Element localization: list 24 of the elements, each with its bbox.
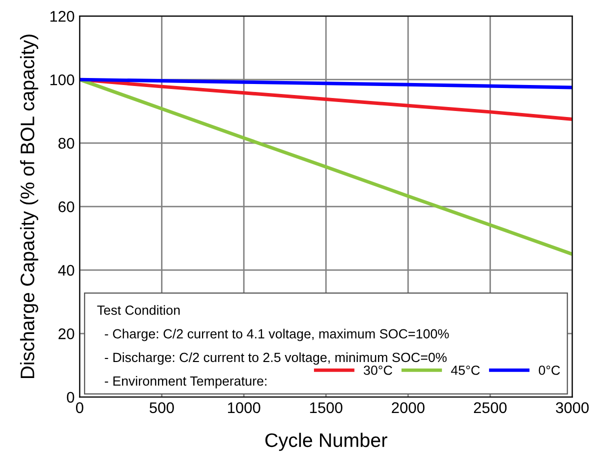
y-tick-label: 80 <box>58 138 74 149</box>
x-tick-label: 0 <box>76 402 84 414</box>
legend-label: 0°C <box>538 366 560 375</box>
legend-label: 45°C <box>451 366 480 375</box>
x-tick-label: 2000 <box>392 402 424 414</box>
legend-label: 30°C <box>364 366 392 375</box>
line-series <box>80 78 572 90</box>
x-axis-title: Cycle Number <box>265 432 388 451</box>
x-tick-label: 1000 <box>228 402 260 414</box>
annotation: - Charge: C/2 current to 4.1 voltage, maximum SOC=100% <box>104 328 449 342</box>
x-tick-label: 500 <box>150 402 174 414</box>
annotation: - Environment Temperature: <box>104 376 266 388</box>
x-tick-label: 2500 <box>474 402 507 414</box>
y-axis-title: Discharge Capacity (% of BOL capacity) <box>20 34 38 378</box>
annotation: - Discharge: C/2 current to 2.5 voltage, minimum SOC=0% <box>104 352 447 365</box>
y-tick-label: 60 <box>58 201 74 212</box>
x-tick-label: 1500 <box>310 402 342 414</box>
x-tick-label: 3000 <box>556 402 589 414</box>
annotation: Test Condition <box>97 305 180 315</box>
y-tick-label: 20 <box>58 328 74 340</box>
y-tick-label: 40 <box>58 264 74 276</box>
y-tick-label: 0 <box>66 392 74 403</box>
y-tick-label: 100 <box>50 74 74 86</box>
y-tick-label: 120 <box>50 10 74 22</box>
